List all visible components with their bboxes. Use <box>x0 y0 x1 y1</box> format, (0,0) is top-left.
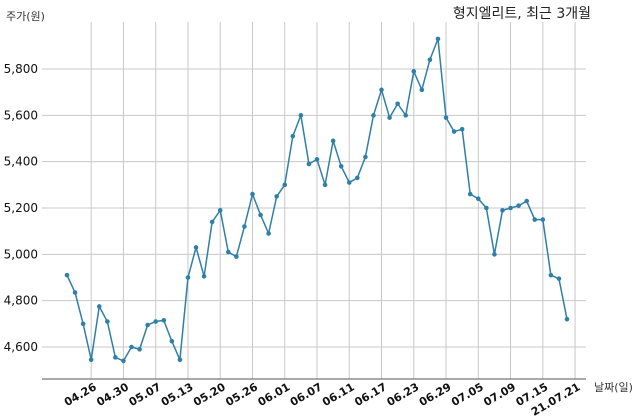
data-point <box>64 272 70 278</box>
data-point <box>258 212 263 218</box>
chart-title: 형지엘리트, 최근 3개월 <box>453 6 591 22</box>
data-point <box>427 57 433 63</box>
y-tick-label: 5,600 <box>4 108 38 122</box>
data-point <box>346 180 352 185</box>
data-point <box>379 87 384 93</box>
data-point <box>532 217 538 222</box>
data-point <box>322 182 328 188</box>
x-tick-label: 05.20 <box>191 380 228 409</box>
data-point <box>338 164 344 169</box>
data-point <box>225 249 231 255</box>
data-point <box>193 245 199 250</box>
data-point <box>451 129 457 134</box>
x-tick-label: 05.13 <box>159 380 196 409</box>
data-point <box>306 161 312 167</box>
data-point <box>403 113 409 118</box>
x-tick-label: 06.29 <box>417 380 454 409</box>
y-tick-label: 5,400 <box>4 155 38 169</box>
data-point <box>540 217 546 222</box>
data-point <box>201 274 207 279</box>
data-point <box>153 319 159 324</box>
data-point <box>484 205 489 211</box>
data-point <box>556 276 562 281</box>
x-tick-labels: 04.2604.3005.0705.1305.2005.2606.0106.07… <box>62 380 583 419</box>
y-tick-label: 5,200 <box>4 201 38 215</box>
data-point <box>88 357 94 363</box>
data-point <box>411 69 417 74</box>
x-tick-label: 04.30 <box>94 380 131 409</box>
y-tick-label: 4,600 <box>4 340 38 354</box>
data-point <box>435 36 441 42</box>
x-tick-label: 06.07 <box>288 380 325 409</box>
data-point <box>72 290 78 295</box>
data-point <box>443 115 449 120</box>
y-tick-labels: 4,600 4,800 5,000 5,200 5,400 5,600 5,800 <box>4 62 38 354</box>
data-point <box>395 101 400 107</box>
data-point <box>355 175 360 181</box>
data-point <box>217 208 223 213</box>
data-point <box>121 358 126 364</box>
data-point <box>363 154 368 160</box>
data-point <box>185 275 191 280</box>
data-point <box>475 196 481 202</box>
data-point <box>96 304 102 309</box>
data-point <box>564 316 570 322</box>
data-point <box>161 318 167 323</box>
data-point <box>459 126 465 132</box>
data-point <box>290 133 296 139</box>
data-point <box>467 191 473 197</box>
x-tick-label: 06.23 <box>385 380 422 409</box>
data-point <box>516 203 521 208</box>
data-point <box>129 344 134 350</box>
data-point <box>113 355 118 360</box>
y-tick-label: 4,800 <box>4 294 38 308</box>
data-point <box>314 157 320 162</box>
data-point <box>177 357 183 363</box>
data-point <box>500 208 505 213</box>
y-tick-label: 5,000 <box>4 247 38 261</box>
data-point <box>371 113 376 118</box>
data-point <box>274 194 279 199</box>
data-point <box>145 322 150 328</box>
data-point <box>209 219 215 225</box>
x-tick-label: 07.05 <box>449 380 486 409</box>
data-point <box>137 347 142 352</box>
data-point <box>282 182 288 188</box>
data-point <box>508 205 513 211</box>
x-tick-label: 04.26 <box>62 380 99 409</box>
x-tick-label: 06.11 <box>320 380 357 409</box>
data-point <box>492 252 497 257</box>
data-point <box>105 319 110 324</box>
x-tick-label: 05.26 <box>223 380 260 409</box>
data-point <box>250 191 255 197</box>
data-point <box>80 321 86 327</box>
data-point <box>234 254 239 259</box>
x-tick-label: 06.17 <box>352 380 389 409</box>
data-point <box>548 272 554 278</box>
data-point <box>387 115 392 120</box>
x-tick-label: 07.09 <box>481 380 518 409</box>
data-point <box>419 87 425 93</box>
x-tick-label: 05.07 <box>127 380 164 409</box>
x-gridlines <box>90 22 576 379</box>
data-point <box>242 224 247 229</box>
x-axis-label: 날짜(일) <box>594 380 633 394</box>
data-point <box>169 338 175 344</box>
data-point <box>524 198 529 204</box>
y-tick-label: 5,800 <box>4 62 38 76</box>
data-point <box>266 231 271 236</box>
data-point <box>298 113 304 118</box>
price-points <box>64 36 570 364</box>
x-tick-label: 06.01 <box>256 380 293 409</box>
y-axis-label: 주가(원) <box>6 10 45 23</box>
data-point <box>330 138 336 144</box>
